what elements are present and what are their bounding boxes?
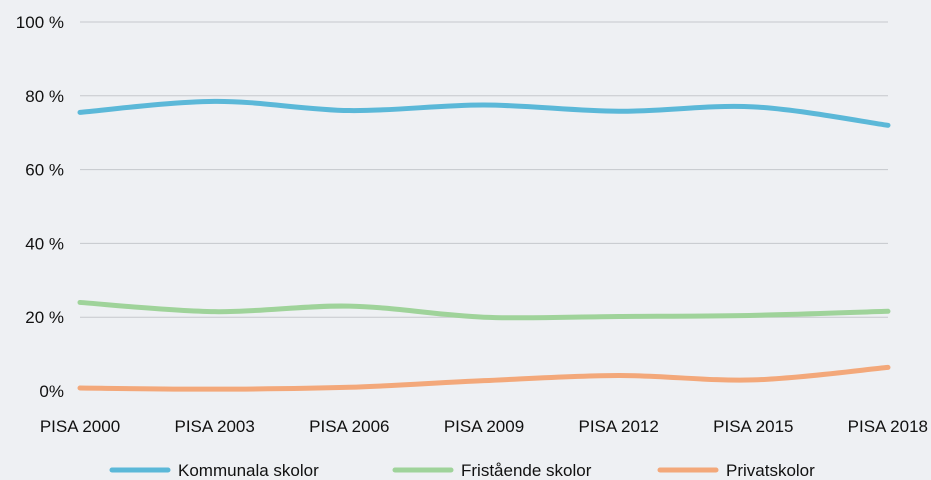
x-tick-label: PISA 2015: [713, 417, 793, 436]
series-line-2: [77, 299, 891, 321]
x-tick-label: PISA 2018: [848, 417, 928, 436]
y-axis-ticks: 0% 20 % 40 % 60 % 80 % 100 %: [16, 13, 64, 401]
x-tick-label: PISA 2009: [444, 417, 524, 436]
y-tick-label: 60 %: [25, 161, 64, 180]
y-tick-label: 0%: [39, 382, 64, 401]
y-tick-label: 80 %: [25, 87, 64, 106]
x-tick-label: PISA 2006: [309, 417, 389, 436]
legend: Kommunala skolor Fristående skolor Privats…: [109, 461, 815, 480]
series-line-3: [77, 364, 891, 392]
legend-label: Fristående skolor: [461, 461, 592, 480]
x-tick-label: PISA 2003: [174, 417, 254, 436]
legend-label: Privatskolor: [726, 461, 815, 480]
x-tick-label: PISA 2012: [578, 417, 658, 436]
gridlines: [80, 21, 888, 318]
y-tick-label: 40 %: [25, 234, 64, 253]
x-tick-label: PISA 2000: [40, 417, 120, 436]
series-line-1: [77, 98, 891, 128]
y-tick-label: 100 %: [16, 13, 64, 32]
y-tick-label: 20 %: [25, 308, 64, 327]
x-axis-ticks: PISA 2000 PISA 2003 PISA 2006 PISA 2009 PISA…: [40, 417, 928, 436]
series-lines: [77, 98, 891, 392]
legend-label: Kommunala skolor: [178, 461, 319, 480]
